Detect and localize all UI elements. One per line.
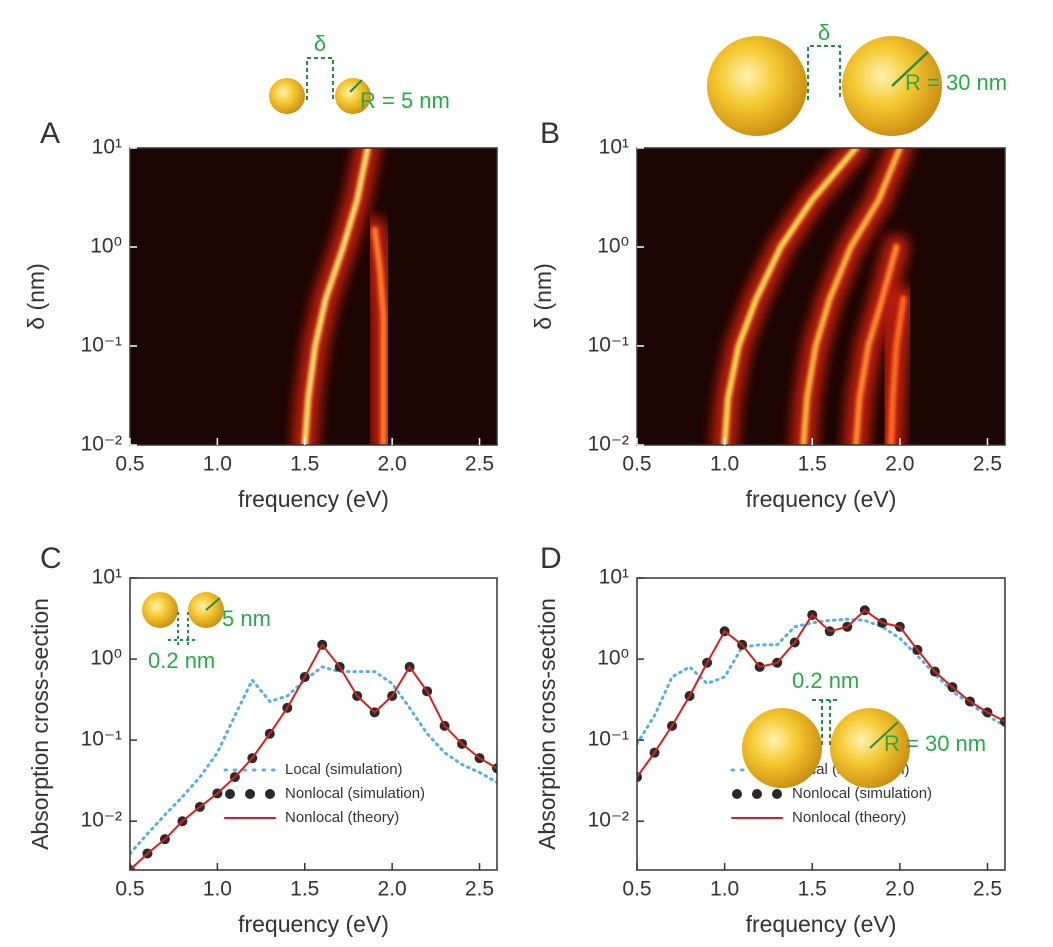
x-tick-label: 2.0 [378, 453, 407, 476]
y-tick-label: 10⁻¹ [81, 728, 122, 751]
gap-label: δ [818, 20, 830, 45]
y-tick-label: 10¹ [92, 136, 122, 159]
x-tick-label: 0.5 [115, 453, 144, 476]
y-tick-label: 10⁻¹ [588, 728, 629, 751]
x-axis-label: frequency (eV) [238, 911, 389, 937]
panel-label: B [540, 117, 560, 150]
legend-marker [732, 789, 742, 799]
x-tick-label: 1.5 [798, 453, 827, 476]
y-tick-label: 10⁰ [90, 647, 122, 670]
sphere [742, 708, 822, 788]
y-tick-label: 10¹ [599, 566, 629, 589]
gap-label: 0.2 nm [792, 668, 859, 693]
legend-marker [752, 789, 762, 799]
x-tick-label: 1.5 [290, 878, 319, 901]
x-tick-label: 1.5 [290, 453, 319, 476]
gap-bracket [808, 46, 840, 100]
panel-label: A [40, 117, 60, 150]
legend-label: Nonlocal (simulation) [285, 785, 425, 802]
inset-c [142, 592, 224, 645]
y-axis-label: Absorption cross-section [534, 598, 560, 850]
y-tick-label: 10¹ [92, 566, 122, 589]
x-tick-label: 1.0 [710, 878, 739, 901]
y-axis-label: δ (nm) [23, 263, 49, 329]
legend-label: Local (simulation) [285, 761, 403, 778]
panel-label: C [40, 542, 62, 575]
y-axis-label: δ (nm) [530, 263, 556, 329]
x-tick-label: 0.5 [115, 878, 144, 901]
gap-label: δ [314, 31, 326, 56]
gap-bracket [307, 58, 333, 100]
x-tick-label: 1.0 [710, 453, 739, 476]
figure: 0.5 1.0 1.5 2.0 2.5 10⁻² 10⁻¹ 10⁰ 10¹ frequency (… [0, 0, 1053, 947]
legend-marker [772, 789, 782, 799]
y-tick-label: 10⁻² [81, 433, 122, 456]
y-tick-label: 10¹ [599, 136, 629, 159]
x-tick-label: 2.0 [378, 878, 407, 901]
y-tick-label: 10⁻² [588, 809, 629, 832]
x-tick-label: 2.5 [465, 453, 494, 476]
x-tick-label: 2.0 [885, 453, 914, 476]
sphere [142, 592, 178, 628]
legend-marker [225, 789, 235, 799]
panel: 0.5 1.0 1.5 2.0 2.5 10⁻² 10⁻¹ 10⁰ 10¹ frequency (… [23, 117, 497, 512]
y-tick-label: 10⁰ [90, 235, 122, 258]
y-axis-label: Absorption cross-section [27, 598, 53, 850]
x-axis-label: frequency (eV) [746, 486, 897, 512]
y-tick-label: 10⁰ [597, 647, 629, 670]
x-tick-label: 0.5 [622, 878, 651, 901]
legend-label: Nonlocal (theory) [285, 809, 399, 826]
x-tick-label: 1.0 [203, 878, 232, 901]
radius-label: R = 30 nm [884, 731, 986, 756]
x-tick-label: 2.5 [973, 878, 1002, 901]
x-tick-label: 1.0 [203, 453, 232, 476]
gap-label: 0.2 nm [148, 648, 215, 673]
panels: 0.5 1.0 1.5 2.0 2.5 10⁻² 10⁻¹ 10⁰ 10¹ frequency (… [23, 117, 1010, 937]
panel-label: D [540, 542, 562, 575]
panel: 0.5 1.0 1.5 2.0 2.5 10⁻² 10⁻¹ 10⁰ 10¹ frequency (… [530, 117, 1005, 512]
radius-label: 5 nm [222, 606, 271, 631]
radius-label: R = 30 nm [905, 70, 1007, 95]
x-tick-label: 1.5 [798, 878, 827, 901]
series-line [130, 645, 497, 870]
sphere [707, 36, 807, 136]
x-axis-label: frequency (eV) [746, 911, 897, 937]
y-tick-label: 10⁻¹ [81, 334, 122, 357]
y-tick-label: 10⁰ [597, 235, 629, 258]
legend-marker [245, 789, 255, 799]
x-axis-label: frequency (eV) [238, 486, 389, 512]
legend-label: Nonlocal (theory) [792, 809, 906, 826]
legend-label: Nonlocal (simulation) [792, 785, 932, 802]
y-tick-label: 10⁻¹ [588, 334, 629, 357]
x-tick-label: 0.5 [622, 453, 651, 476]
y-tick-label: 10⁻² [81, 809, 122, 832]
x-tick-label: 2.5 [973, 453, 1002, 476]
x-tick-label: 2.5 [465, 878, 494, 901]
panel: Local (simulation) Nonlocal (simulation) N… [27, 542, 502, 937]
x-tick-label: 2.0 [885, 878, 914, 901]
y-tick-label: 10⁻² [588, 433, 629, 456]
legend-marker [265, 789, 275, 799]
sphere [269, 78, 305, 114]
inset-a [269, 58, 371, 114]
radius-label: R = 5 nm [360, 88, 450, 113]
